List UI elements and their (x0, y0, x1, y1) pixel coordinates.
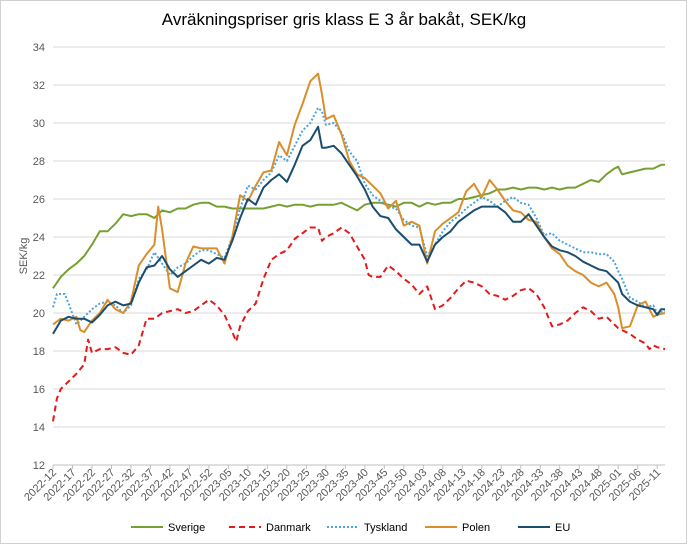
legend-label-tyskland: Tyskland (364, 522, 407, 534)
y-tick-label: 14 (33, 422, 45, 434)
legend: Sverige Danmark Tyskland Polen EU (131, 522, 570, 534)
legend-label-danmark: Danmark (266, 522, 311, 534)
y-tick-label: 18 (33, 346, 45, 358)
grid (53, 46, 665, 466)
y-tick-label: 22 (33, 270, 45, 282)
y-tick-label: 32 (33, 80, 45, 92)
y-tick-label: 34 (33, 42, 45, 54)
y-axis-ticks: 12 14 16 18 20 22 24 26 28 30 32 34 (33, 42, 45, 472)
x-axis-ticks: 2022-122022-172022-222022-272022-322022-… (22, 465, 663, 504)
series-line-danmark (52, 226, 666, 422)
series-line-polen (52, 72, 666, 333)
y-tick-label: 30 (33, 118, 45, 130)
series-line-eu (52, 125, 665, 335)
y-tick-label: 24 (33, 232, 45, 244)
y-tick-label: 12 (33, 460, 45, 472)
y-tick-label: 20 (33, 308, 45, 320)
y-axis-label: SEK/kg (18, 238, 30, 275)
legend-label-eu: EU (555, 522, 570, 534)
legend-label-polen: Polen (462, 522, 490, 534)
legend-label-sverige: Sverige (168, 522, 205, 534)
chart-title: Avräkningspriser gris klass E 3 år bakåt… (162, 10, 526, 29)
y-tick-label: 26 (33, 194, 45, 206)
y-tick-label: 16 (33, 384, 45, 396)
series-group (52, 72, 666, 422)
series-line-tyskland (52, 106, 666, 326)
y-tick-label: 28 (33, 156, 45, 168)
